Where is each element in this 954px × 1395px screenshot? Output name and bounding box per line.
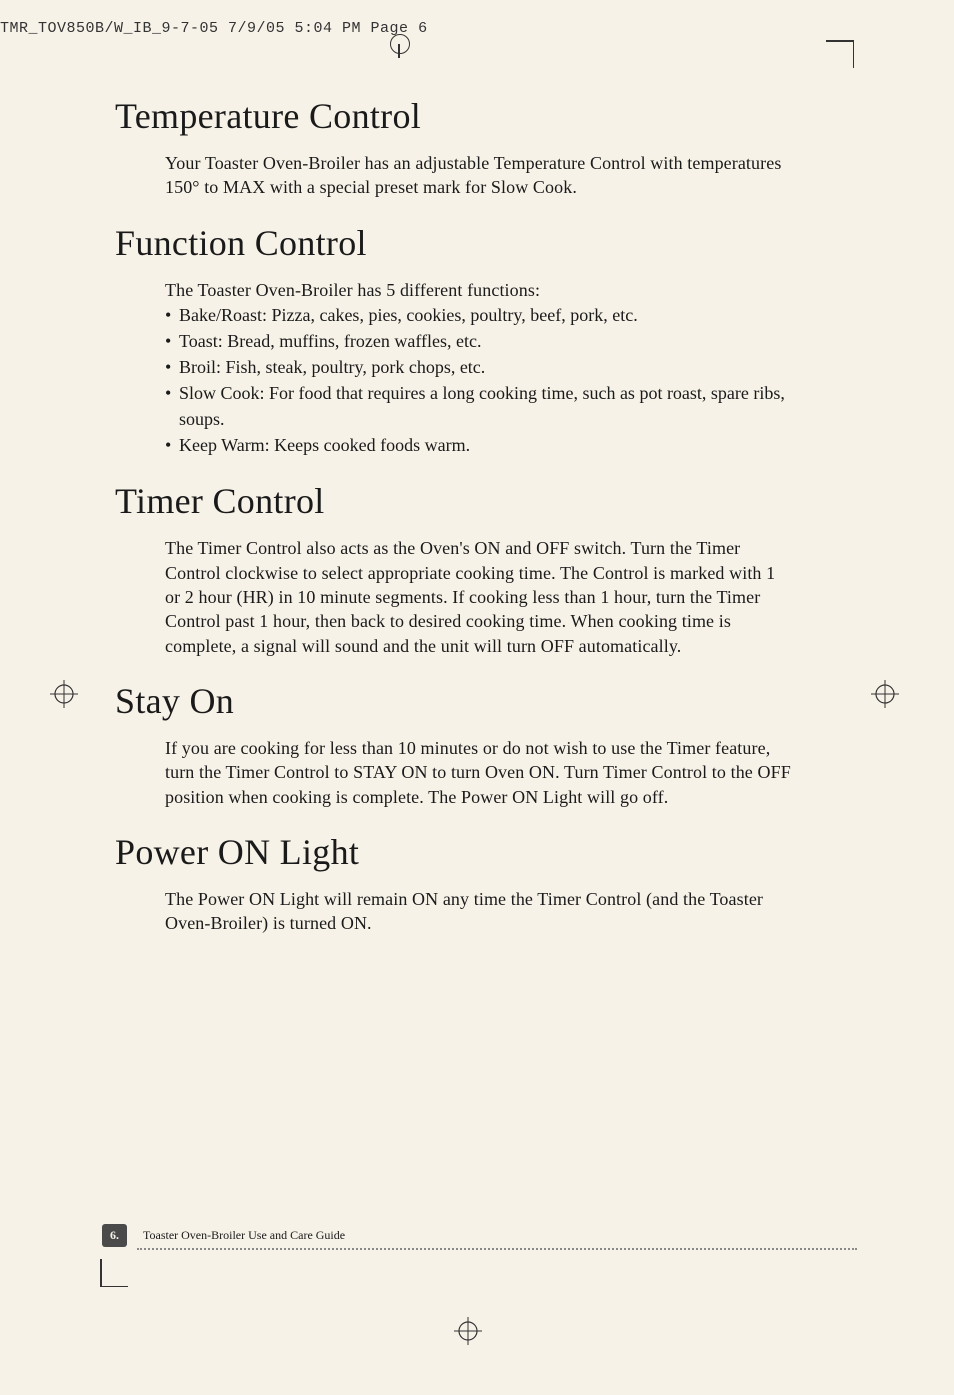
crop-corner-top-right-icon [824, 40, 854, 70]
crop-mark-top-icon [380, 10, 416, 55]
bullet-list: Bake/Roast: Pizza, cakes, pies, cookies,… [165, 302, 795, 459]
footer-guide-title: Toaster Oven-Broiler Use and Care Guide [143, 1228, 345, 1243]
paragraph: The Power ON Light will remain ON any ti… [165, 887, 795, 936]
paragraph: Your Toaster Oven-Broiler has an adjusta… [165, 151, 795, 200]
list-item: Slow Cook: For food that requires a long… [165, 380, 795, 432]
footer-dotted-rule [137, 1248, 857, 1250]
heading-stay-on: Stay On [115, 680, 795, 722]
heading-function-control: Function Control [115, 222, 795, 264]
page-footer: 6. Toaster Oven-Broiler Use and Care Gui… [102, 1224, 822, 1250]
paragraph: The Timer Control also acts as the Oven'… [165, 536, 795, 657]
list-item: Bake/Roast: Pizza, cakes, pies, cookies,… [165, 302, 795, 328]
paragraph: The Toaster Oven-Broiler has 5 different… [165, 278, 795, 302]
page-number-badge: 6. [102, 1224, 127, 1247]
paragraph: If you are cooking for less than 10 minu… [165, 736, 795, 809]
section-body: If you are cooking for less than 10 minu… [165, 736, 795, 809]
registration-mark-right-icon [871, 680, 899, 708]
list-item: Toast: Bread, muffins, frozen waffles, e… [165, 328, 795, 354]
section-body: The Timer Control also acts as the Oven'… [165, 536, 795, 657]
registration-mark-bottom-icon [454, 1317, 482, 1345]
heading-temperature-control: Temperature Control [115, 95, 795, 137]
section-body: Your Toaster Oven-Broiler has an adjusta… [165, 151, 795, 200]
list-item: Broil: Fish, steak, poultry, pork chops,… [165, 354, 795, 380]
crop-corner-bottom-left-icon [100, 1257, 130, 1287]
registration-mark-left-icon [50, 680, 78, 708]
list-item: Keep Warm: Keeps cooked foods warm. [165, 432, 795, 458]
heading-timer-control: Timer Control [115, 480, 795, 522]
page-content: Temperature Control Your Toaster Oven-Br… [115, 95, 795, 957]
heading-power-on-light: Power ON Light [115, 831, 795, 873]
print-header-line: TMR_TOV850B/W_IB_9-7-05 7/9/05 5:04 PM P… [0, 20, 428, 37]
section-body: The Power ON Light will remain ON any ti… [165, 887, 795, 936]
section-body: The Toaster Oven-Broiler has 5 different… [165, 278, 795, 459]
